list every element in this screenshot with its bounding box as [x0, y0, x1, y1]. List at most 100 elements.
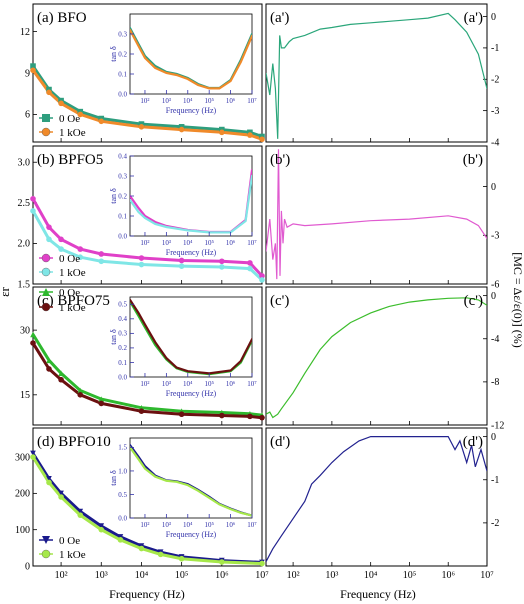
panel-d-title: (d) BPFO10	[37, 434, 111, 450]
panel-b-inset-x-tick-label: 10⁴	[183, 239, 193, 247]
panel-c-inset-x-tick-label: 10⁵	[204, 380, 214, 388]
panel-d-inset-x-tick-label: 10⁴	[183, 521, 193, 529]
panel-c-series-1-point	[259, 414, 265, 421]
panel-a-legend-marker	[41, 127, 51, 137]
panel-a-inset-series-1-line	[130, 28, 252, 90]
panel-c-title: (c) BPFO75	[37, 293, 110, 309]
panel-d-y-tick-label: 200	[15, 489, 30, 500]
panel-b-series-1-point	[30, 208, 36, 214]
panel-b-legend-marker	[41, 253, 51, 263]
panel-d-inset-y-label: tan δ	[109, 470, 118, 486]
panel-c-y-tick-label: 30	[20, 325, 30, 336]
panel-c-prime-label-tl: (c')	[270, 293, 289, 309]
panel-b-series-0-point	[77, 246, 84, 252]
panel-c-inset-x-tick-label: 10⁶	[226, 380, 236, 388]
panel-b-series-0-point	[178, 257, 185, 264]
panel-b-y-tick-label: 2.5	[18, 198, 31, 209]
panel-c-prime-y-tick-label: -4	[491, 334, 499, 345]
panel-b-legend-label: 1 kOe	[59, 267, 86, 279]
panel-b-inset-x-label: Frequency (Hz)	[166, 248, 217, 257]
panel-a-prime-y-tick-label: -2	[491, 75, 499, 86]
panel-b-inset-frame	[129, 155, 253, 237]
panel-d-legend-label: 0 Oe	[59, 535, 80, 547]
panel-b-series-0-line	[33, 197, 262, 278]
panel-d-inset-y-tick-label: 1.0	[118, 467, 127, 475]
panel-b-series-0-point	[46, 224, 52, 230]
panel-c-series-0-line	[33, 332, 262, 417]
panel-d-series-0-point	[46, 476, 52, 482]
panel-a-series-1-line	[33, 68, 262, 141]
panel-d-legend-marker	[42, 536, 50, 544]
x-axis-label-right: Frequency (Hz)	[340, 587, 416, 601]
panel-b-y-tick-label: 3.0	[18, 158, 31, 169]
panel-a-series-1-point	[58, 100, 64, 107]
panel-c-inset-y-tick-label: 0.5	[118, 301, 127, 309]
panel-c-inset-y-tick-label: 0.0	[118, 373, 127, 381]
panel-d-legend-marker	[41, 549, 51, 559]
panel-a-prime-y-tick-label: 0	[491, 12, 496, 23]
panel-a-prime-y-tick-label: -1	[491, 43, 499, 54]
panel-d-series-1-point	[178, 555, 185, 562]
plot-layer: 6 9 12 (a) BFO 0 Oe 1 kOe 10² 10³ 10⁴ 10⁵ 10⁶ 10⁷ 0.…	[15, 3, 504, 581]
panel-d-y-tick-label: 100	[15, 525, 30, 536]
y-axis-label-right: [MC = Δε/ε(0)] (%)	[511, 252, 524, 348]
panel-d-prime-frame	[265, 427, 488, 567]
panel-a-inset-x-label: Frequency (Hz)	[166, 106, 217, 115]
panel-b-series-0-point	[138, 255, 145, 261]
panel-b-inset-y-tick-label: 0.1	[118, 212, 127, 220]
panel-c-prime-frame	[265, 286, 488, 426]
y-axis-label-left: εr	[0, 286, 12, 296]
panel-d-inset-y-tick-label: 0.5	[118, 491, 127, 499]
panel-c-inset-y-tick-label: 0.1	[118, 359, 127, 367]
panel-c-series-1-line	[33, 341, 262, 420]
panel-d-series-0-point	[30, 450, 36, 457]
panel-a-legend-marker	[42, 114, 50, 122]
panel-c-inset-y-tick-label: 0.2	[118, 344, 127, 352]
panel-c-series-group	[33, 332, 262, 420]
panel-d-series-1-point	[219, 559, 225, 565]
panel-b-prime-y-tick-label: 0	[491, 182, 496, 193]
panel-a-series-1-point	[259, 136, 265, 143]
panel-d-legend-label: 1 kOe	[59, 549, 86, 561]
panel-b-series-1-point	[138, 261, 145, 268]
panel-d-prime-x-tick-label: 10⁴	[364, 570, 378, 581]
panel-b-legend-label: 0 Oe	[59, 253, 80, 265]
panel-b-inset-x-tick-label: 10⁶	[226, 239, 236, 247]
panel-b-frame	[32, 145, 263, 285]
panel-d-series-0-point	[58, 490, 64, 497]
panel-a-prime-y-tick-label: -3	[491, 106, 499, 117]
panel-d-series-1-point	[58, 494, 64, 500]
panel-d-series-0-point	[117, 534, 124, 540]
panel-d-prime-x-tick-label: 10⁵	[403, 570, 417, 581]
panel-a-inset-y-tick-label: 0.2	[118, 50, 127, 58]
panel-d-series-1-point	[138, 545, 145, 552]
panel-a-inset-x-tick-label: 10⁶	[226, 97, 236, 105]
panel-b-inset-x-tick-label: 10³	[162, 239, 171, 247]
panel-d-prime-y-tick-label: -1	[491, 475, 499, 486]
panel-d-prime-x-tick-label: 10⁷	[480, 570, 494, 581]
panel-d-prime-x-tick-label: 10²	[287, 570, 300, 581]
panel-b-series-0-point	[219, 258, 225, 265]
panel-b-series-1-point	[219, 264, 225, 270]
panel-a-inset-y-tick-label: 0.0	[118, 90, 127, 98]
panel-d-prime-label-tl: (d')	[270, 434, 290, 450]
panel-d-x-tick-label: 10⁴	[135, 570, 149, 581]
panel-b-series-0-point	[259, 273, 265, 279]
panel-b-series-1-point	[178, 263, 185, 269]
panel-a-prime-series-group	[266, 12, 487, 139]
panel-b-inset-series-group	[130, 168, 252, 234]
panel-c-legend-marker	[41, 302, 51, 312]
panel-d-series-1-point	[117, 537, 124, 543]
panel-c-prime-y-tick-label: 0	[491, 291, 496, 302]
panel-b-series-0-point	[98, 251, 105, 257]
panel-b-series-1-line	[33, 209, 262, 282]
panel-b-prime-y-tick-label: -6	[491, 279, 499, 290]
panel-a-inset-x-tick-label: 10³	[162, 97, 171, 105]
panel-b-inset-x-tick-label: 10²	[140, 239, 149, 247]
panel-d-series-0-point	[98, 523, 105, 529]
panel-c-prime-series-group	[266, 297, 487, 419]
panel-b-series-1-point	[58, 246, 64, 252]
panel-b-inset-y-tick-label: 0.0	[118, 232, 127, 240]
panel-a-inset-series-group	[130, 26, 252, 90]
panel-c-inset-x-label: Frequency (Hz)	[166, 389, 217, 398]
